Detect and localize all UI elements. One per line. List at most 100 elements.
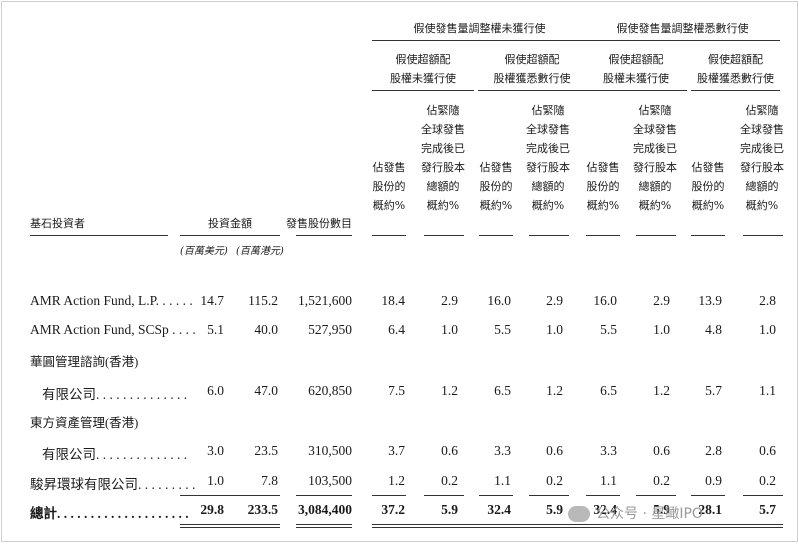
subgroup-header: 假使超額配 股權獲悉數行使 <box>493 53 571 85</box>
watermark-text: 公众号 · 星瞰IPO <box>596 506 703 522</box>
pct-value: 0.2 <box>759 473 776 488</box>
pct-value: 0.2 <box>546 473 563 488</box>
sum-rule <box>586 495 620 496</box>
total-underline <box>372 527 783 528</box>
pct-value: 5.5 <box>600 322 617 337</box>
pct-offer-header: 佔發售 股份的 概約% <box>691 161 725 212</box>
sum-rule <box>529 495 569 496</box>
total-pct: 28.1 <box>698 502 722 517</box>
total-label: 總計. . . . . . . . . . . . . . . . . . . … <box>30 506 189 521</box>
total-pct: 5.9 <box>441 502 458 517</box>
share-count: 527,950 <box>308 322 352 337</box>
hkd-amount: 40.0 <box>254 322 278 337</box>
pct-value: 0.2 <box>441 473 458 488</box>
header-rule <box>479 235 513 236</box>
investor-name-line1: 華圓管理諮詢(香港) <box>30 355 139 369</box>
share-count: 103,500 <box>308 473 352 488</box>
group-header-not-exercised: 假使發售量調整權未獲行使 <box>413 22 546 35</box>
pct-value: 6.4 <box>388 322 405 337</box>
pct-value: 1.2 <box>441 383 458 398</box>
hkd-amount: 23.5 <box>254 443 278 458</box>
header-rule <box>691 235 725 236</box>
pct-value: 1.2 <box>388 473 405 488</box>
pct-offer-header: 佔發售 股份的 概約% <box>586 161 620 212</box>
share-count: 620,850 <box>308 383 352 398</box>
hkd-amount: 7.8 <box>261 473 278 488</box>
header-rule <box>180 235 280 236</box>
total-shares: 3,084,400 <box>298 502 352 517</box>
usd-amount: 5.1 <box>207 322 224 337</box>
pct-value: 1.1 <box>759 383 776 398</box>
pct-total-header: 佔緊隨 全球發售 完成後已 發行股本 總額的 概約% <box>526 104 570 212</box>
share-count: 310,500 <box>308 443 352 458</box>
share-count: 1,521,600 <box>298 293 352 308</box>
pct-value: 1.1 <box>494 473 511 488</box>
sum-rule <box>691 495 725 496</box>
header-rule <box>296 235 352 236</box>
pct-value: 6.5 <box>600 383 617 398</box>
pct-value: 1.0 <box>441 322 458 337</box>
total-underline <box>372 524 783 525</box>
subgroup-header: 假使超額配 股權未獲行使 <box>603 53 669 85</box>
subgroup-rule <box>691 90 780 91</box>
sum-rule <box>424 495 464 496</box>
header-rule <box>30 235 168 236</box>
usd-amount: 3.0 <box>207 443 224 458</box>
investor-name: AMR Action Fund, L.P. . . . . . <box>30 293 193 308</box>
investor-name: 有限公司. . . . . . . . . . . . . . <box>42 387 188 402</box>
investor-name: 駿昇環球有限公司. . . . . . . . . <box>30 477 196 492</box>
investor-header: 基石投資者 <box>30 217 85 230</box>
pct-value: 18.4 <box>381 293 405 308</box>
pct-value: 1.0 <box>759 322 776 337</box>
header-rule <box>743 235 783 236</box>
pct-value: 0.6 <box>759 443 776 458</box>
header-rule <box>586 235 620 236</box>
shares-header: 發售股份數目 <box>286 217 352 230</box>
pct-value: 3.3 <box>494 443 511 458</box>
pct-total-header: 佔緊隨 全球發售 完成後已 發行股本 總額的 概約% <box>740 104 784 212</box>
pct-value: 5.7 <box>705 383 722 398</box>
subgroup-rule <box>478 90 586 91</box>
pct-value: 13.9 <box>698 293 722 308</box>
total-underline <box>180 524 280 525</box>
pct-value: 0.6 <box>653 443 670 458</box>
subgroup-rule <box>585 90 687 91</box>
pct-value: 6.5 <box>494 383 511 398</box>
total-underline <box>180 527 280 528</box>
subgroup-rule <box>372 90 474 91</box>
sum-rule <box>296 495 352 496</box>
pct-offer-header: 佔發售 股份的 概約% <box>372 161 406 212</box>
header-rule <box>424 235 464 236</box>
pct-value: 1.0 <box>546 322 563 337</box>
investor-name: 有限公司. . . . . . . . . . . . . . <box>42 447 188 462</box>
total-underline <box>296 524 352 525</box>
pct-value: 0.6 <box>441 443 458 458</box>
unit-usd: (百萬美元) <box>180 246 228 257</box>
investor-name: AMR Action Fund, SCSp . . . . <box>30 322 196 337</box>
pct-value: 4.8 <box>705 322 722 337</box>
group-rule <box>585 40 780 41</box>
total-hkd: 233.5 <box>247 502 278 517</box>
header-rule <box>636 235 676 236</box>
pct-value: 2.9 <box>653 293 670 308</box>
pct-value: 2.8 <box>759 293 776 308</box>
investment-amount-header: 投資金額 <box>208 217 252 230</box>
unit-hkd: (百萬港元) <box>236 246 284 257</box>
investor-name-line1: 東方資產管理(香港) <box>30 416 139 430</box>
total-underline <box>296 527 352 528</box>
usd-amount: 6.0 <box>207 383 224 398</box>
pct-value: 7.5 <box>388 383 405 398</box>
pct-total-header: 佔緊隨 全球發售 完成後已 發行股本 總額的 概約% <box>421 104 465 212</box>
subgroup-header: 假使超額配 股權未獲行使 <box>390 53 456 85</box>
group-header-exercised: 假使發售量調整權悉數行使 <box>616 22 749 35</box>
total-pct: 5.9 <box>653 502 670 517</box>
subgroup-header: 假使超額配 股權獲悉數行使 <box>697 53 774 85</box>
pct-value: 5.5 <box>494 322 511 337</box>
pct-value: 1.0 <box>653 322 670 337</box>
pct-value: 16.0 <box>487 293 511 308</box>
sum-rule <box>636 495 676 496</box>
total-pct: 32.4 <box>487 502 511 517</box>
total-pct: 37.2 <box>381 502 405 517</box>
hkd-amount: 47.0 <box>254 383 278 398</box>
